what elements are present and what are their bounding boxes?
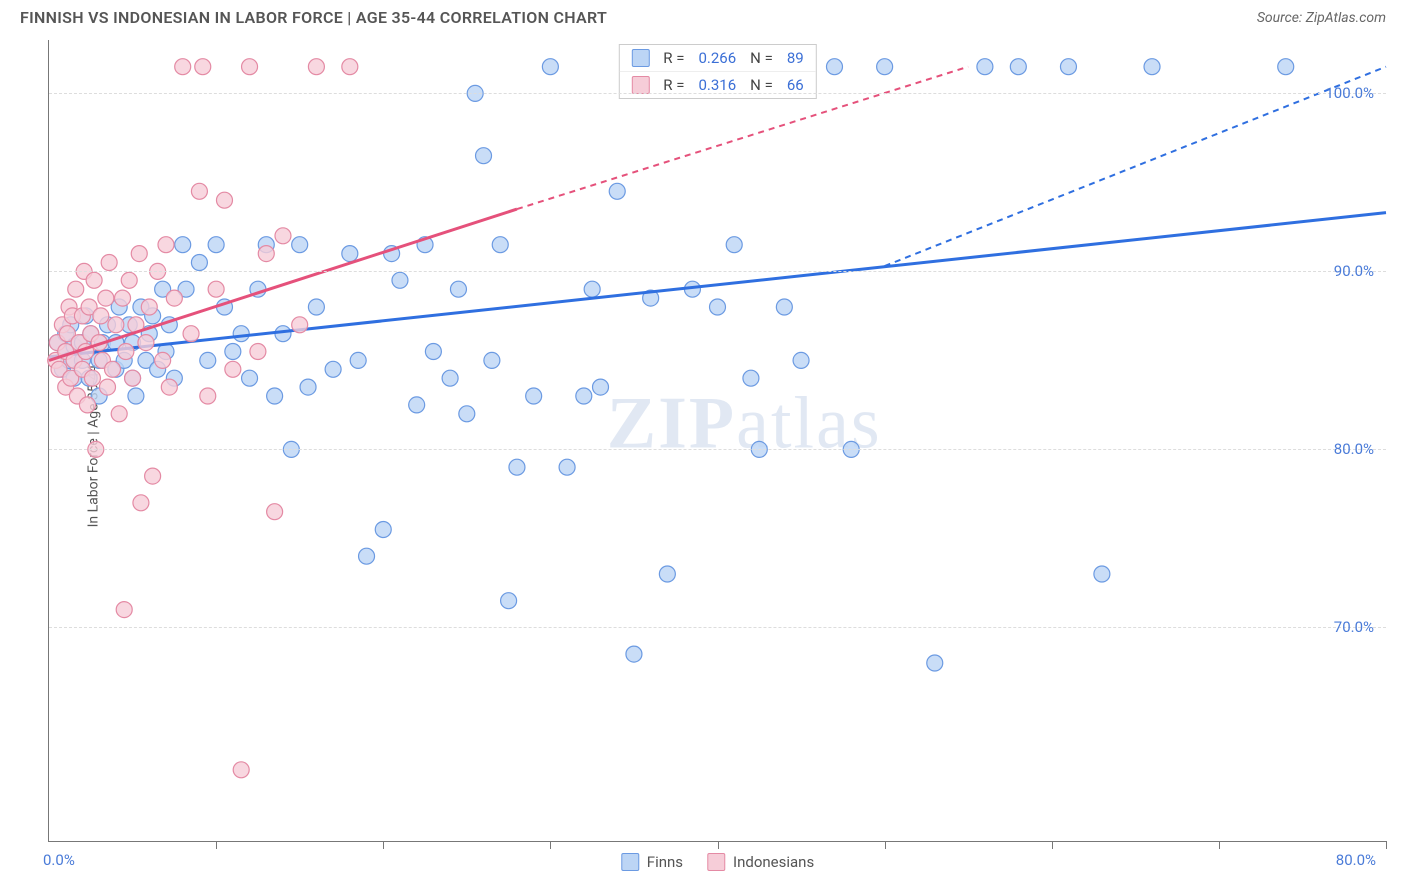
y-tick-label: 70.0% <box>1334 618 1374 636</box>
chart-title: FINNISH VS INDONESIAN IN LABOR FORCE | A… <box>20 8 607 27</box>
finns-legend-swatch-icon <box>621 853 639 871</box>
x-origin-label: 0.0% <box>43 851 75 869</box>
stats-legend-box: R = 0.266 N = 89 R = 0.316 N = 66 <box>618 44 816 99</box>
scatter-svg <box>49 40 1386 841</box>
y-tick-label: 80.0% <box>1334 440 1374 458</box>
chart-plot-area: ZIPatlas R = 0.266 N = 89 R = 0.316 N = … <box>48 40 1386 842</box>
indonesians-swatch-icon <box>631 76 649 94</box>
y-tick-label: 90.0% <box>1334 262 1374 280</box>
legend-item-indonesians: Indonesians <box>707 853 814 871</box>
source-label: Source: ZipAtlas.com <box>1257 10 1386 26</box>
x-max-label: 80.0% <box>1336 851 1376 869</box>
y-tick-label: 100.0% <box>1325 84 1374 102</box>
legend-item-finns: Finns <box>621 853 683 871</box>
stats-row-finns: R = 0.266 N = 89 <box>619 45 815 72</box>
indonesians-legend-swatch-icon <box>707 853 725 871</box>
finns-swatch-icon <box>631 49 649 67</box>
legend-bottom: Finns Indonesians <box>621 853 814 871</box>
